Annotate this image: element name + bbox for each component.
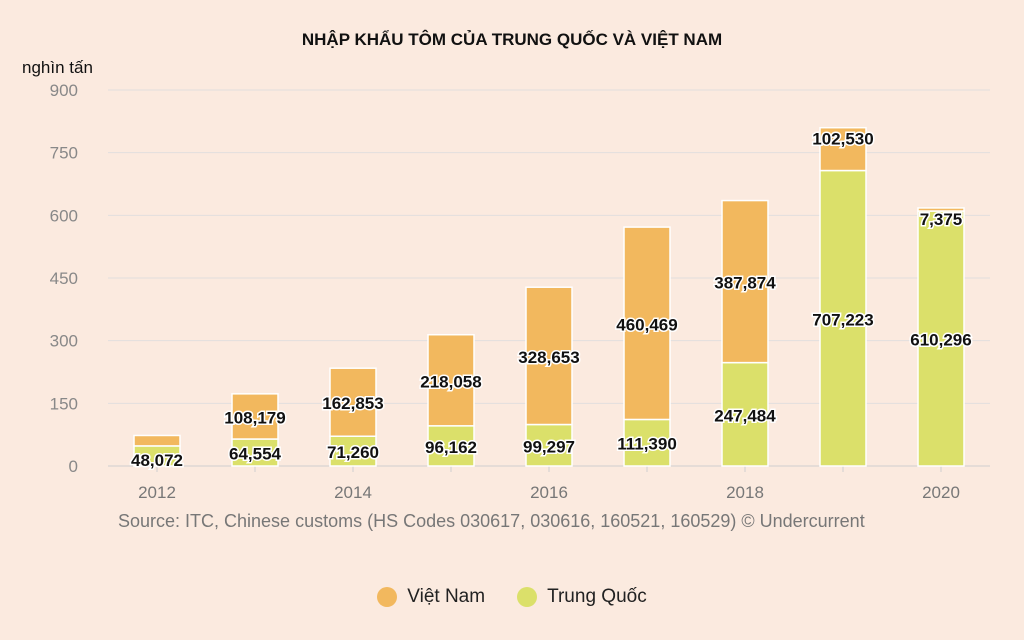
y-tick-label: 900 [50,81,78,100]
y-tick-label: 750 [50,144,78,163]
bar-segment [917,207,965,212]
data-label: 96,162 [425,438,477,457]
data-label: 71,260 [327,443,379,462]
data-label: 247,484 [714,406,776,425]
bar-segment [231,438,279,467]
data-label: 108,179 [224,408,285,427]
legend-item-viet-nam[interactable]: Việt Nam [377,586,485,608]
bar-segment [623,418,671,467]
data-label: 99,297 [523,437,575,456]
bar-segment [427,425,475,467]
data-label: 162,853 [322,394,383,413]
bar-segment [917,210,965,467]
y-tick-label: 450 [50,269,78,288]
data-label: 610,296 [910,331,971,350]
bar-segment [329,367,377,437]
bar-segment [525,423,573,467]
x-tick-label: 2016 [530,483,568,502]
data-label: 387,874 [714,274,776,293]
bar-segment [721,361,769,467]
data-label: 218,058 [420,372,481,391]
bar-segment [721,199,769,364]
source-note: Source: ITC, Chinese customs (HS Codes 0… [118,511,865,531]
legend-swatch-viet-nam [377,587,398,607]
chart-title: NHẬP KHẨU TÔM CỦA TRUNG QUỐC VÀ VIỆT NAM [301,30,723,49]
bar-segment [231,393,279,440]
data-label: 64,554 [229,445,282,464]
y-axis-unit-label: nghìn tấn [22,58,93,77]
bar-segment [819,126,867,172]
legend-swatch-trung-quoc [517,587,538,607]
y-tick-label: 150 [50,394,78,413]
legend-item-trung-quoc[interactable]: Trung Quốc [517,586,647,608]
bar-segment [525,286,573,426]
bar-segment [819,169,867,467]
legend-label-viet-nam: Việt Nam [407,586,486,607]
data-label: 460,469 [616,315,677,334]
legend: Việt Nam Trung Quốc [0,586,1024,608]
legend-label-trung-quoc: Trung Quốc [547,586,647,607]
x-tick-label: 2014 [334,483,372,502]
x-tick-label: 2018 [726,483,764,502]
x-tick-label: 2012 [138,483,176,502]
y-tick-label: 0 [69,457,78,476]
data-label: 48,072 [131,451,183,470]
bar-segment [623,226,671,421]
y-tick-label: 600 [50,206,78,225]
x-tick-label: 2020 [922,483,960,502]
data-label: 7,375 [920,210,963,229]
bar-segment [427,333,475,427]
data-label: 328,653 [518,348,579,367]
data-label: 111,390 [617,435,677,454]
data-label: 707,223 [812,310,873,329]
bar-segment [133,434,181,447]
y-tick-label: 300 [50,332,78,351]
data-label: 102,530 [812,130,873,149]
